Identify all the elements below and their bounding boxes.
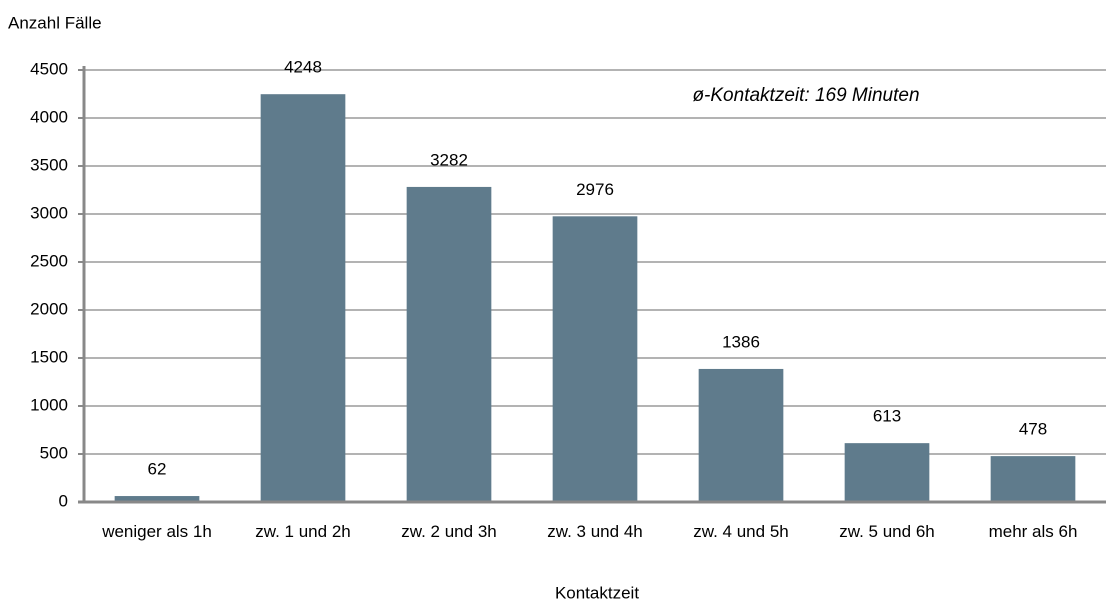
data-label: 1386 xyxy=(722,332,760,351)
x-axis-label: Kontaktzeit xyxy=(555,583,639,602)
x-tick-label: weniger als 1h xyxy=(102,522,212,541)
x-tick-label: zw. 4 und 5h xyxy=(693,522,789,541)
data-label: 613 xyxy=(873,407,901,426)
data-label: 62 xyxy=(148,460,167,479)
y-tick-label: 3000 xyxy=(30,203,68,222)
bar xyxy=(844,443,930,502)
annotation: ø-Kontaktzeit: 169 Minuten xyxy=(692,85,919,106)
y-tick-label: 2000 xyxy=(30,299,68,318)
bar xyxy=(698,368,784,502)
y-tick-label: 1500 xyxy=(30,347,68,366)
data-label: 3282 xyxy=(430,150,468,169)
bar xyxy=(114,496,200,502)
y-tick-label: 0 xyxy=(59,491,68,510)
data-label: 4248 xyxy=(284,58,322,77)
x-tick-label: zw. 1 und 2h xyxy=(255,522,351,541)
y-tick-label: 500 xyxy=(40,443,68,462)
bar xyxy=(406,186,492,503)
x-tick-label: mehr als 6h xyxy=(988,522,1078,541)
data-label: 2976 xyxy=(576,180,614,199)
y-axis-label: Anzahl Fälle xyxy=(8,13,102,32)
y-tick-label: 1000 xyxy=(30,395,68,414)
x-tick-label: zw. 2 und 3h xyxy=(401,522,497,541)
y-tick-label: 3500 xyxy=(30,155,68,174)
x-tick-label: zw. 5 und 6h xyxy=(839,522,935,541)
y-tick-label: 4000 xyxy=(30,107,68,126)
bar xyxy=(260,94,346,502)
y-tick-label: 4500 xyxy=(30,59,68,78)
x-tick-label: zw. 3 und 4h xyxy=(547,522,643,541)
data-label: 478 xyxy=(1019,420,1047,439)
y-tick-label: 2500 xyxy=(30,251,68,270)
bar xyxy=(552,216,638,502)
bar xyxy=(990,456,1076,502)
